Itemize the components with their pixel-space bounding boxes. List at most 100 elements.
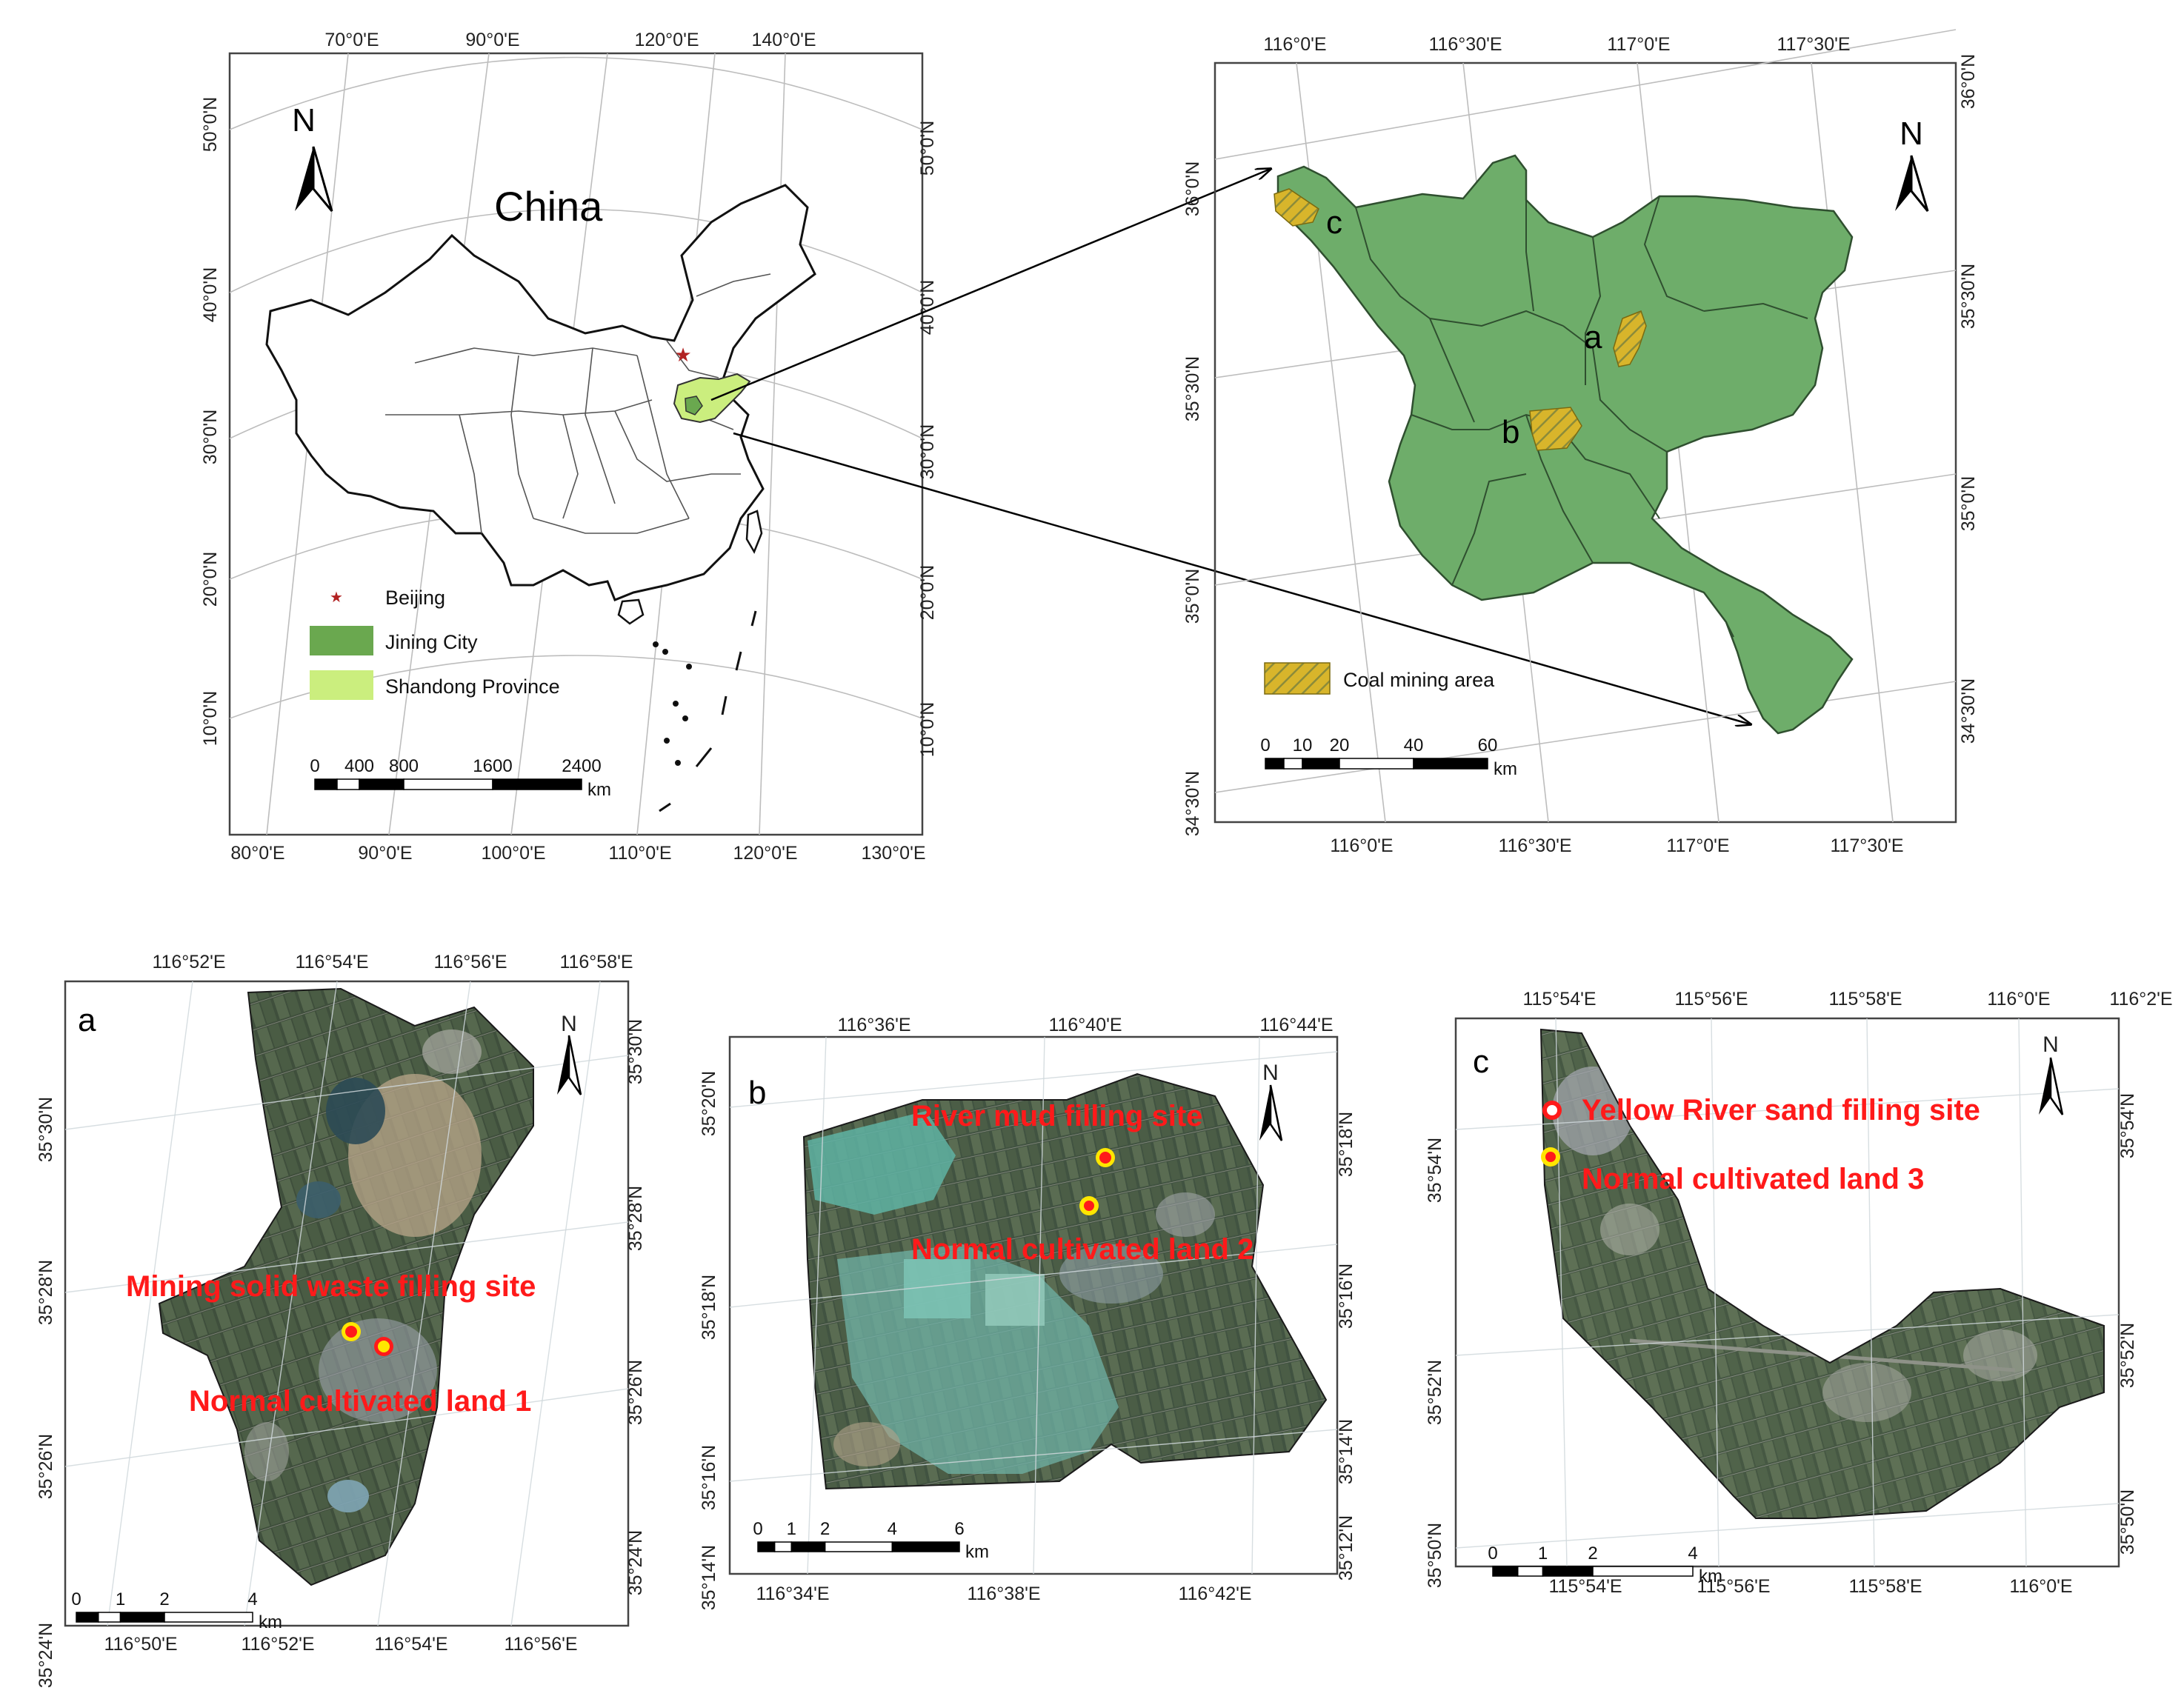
tick-label-left: 35°26'N [36, 1434, 56, 1499]
tick-label-right: 35°12'N [1336, 1515, 1356, 1581]
panel-c-boundary [1539, 1028, 2105, 1519]
panel-b: b N River mud filling site Normal cultiv… [699, 1015, 1356, 1610]
panel-c: c N Yellow River sand filling site Norma… [1425, 989, 2173, 1597]
panel-c-graticule [1455, 1018, 2120, 1567]
site-marker-mining-waste [342, 1322, 361, 1341]
scale-segment [757, 1541, 776, 1552]
tick-label-bottom: 100°0'E [481, 843, 545, 864]
tick-label-left: 35°18'N [699, 1275, 719, 1340]
panel-b-north-arrow: N [1259, 1061, 1283, 1141]
panel-b-boundary [802, 1072, 1328, 1490]
scale-segment [1283, 758, 1303, 770]
scale-label: 1 [787, 1519, 796, 1539]
scale-segment [773, 1541, 793, 1552]
panel-b-scale-bar: 0 1 2 4 6km [753, 1519, 989, 1562]
panel-c-scale-bar: 0 1 2 4km [1488, 1544, 1722, 1586]
panel-b-graticule [729, 1036, 1338, 1575]
tick-label-bottom: 116°0'E [1330, 835, 1393, 856]
tick-label-bottom: 116°50'E [104, 1634, 177, 1655]
panel-c-frame [1454, 1017, 2120, 1568]
scale-segment [1265, 758, 1285, 770]
tick-label-right: 35°0'N [1958, 476, 1979, 532]
tick-label-top: 116°58'E [559, 952, 633, 972]
tick-label-top: 116°52'E [152, 952, 225, 972]
panel-a-tick-labels: 116°52'E 116°54'E 116°56'E 116°58'E 116°50'E… [36, 952, 646, 1688]
coal-area-c [1274, 188, 1319, 227]
scale-label: 6 [954, 1519, 964, 1539]
tick-label-top: 116°36'E [837, 1015, 910, 1035]
tick-label-right: 34°30'N [1958, 678, 1979, 744]
scale-segment [76, 1612, 99, 1623]
tick-label-right: 35°50'N [2117, 1489, 2138, 1555]
tick-label-left: 20°0'N [200, 552, 221, 607]
scale-segment [790, 1541, 826, 1552]
legend-beijing-symbol: ★ [330, 590, 343, 606]
jining-scale-bar: 0 10 20 40 60 km [1260, 735, 1517, 779]
jining-legend: Coal mining area [1264, 662, 1495, 695]
site-marker-normal-land-1 [374, 1337, 393, 1356]
tick-label-bottom: 116°30'E [1498, 835, 1571, 856]
tick-label-right: 35°30'N [1958, 264, 1979, 329]
scale-segment [98, 1612, 121, 1623]
scale-segment [336, 778, 360, 790]
scale-label: 0 [310, 756, 319, 776]
tick-label-bottom: 116°0'E [2009, 1576, 2072, 1597]
scale-segment [1413, 758, 1488, 770]
tick-label-left: 34°30'N [1182, 771, 1203, 836]
tick-label-left: 35°50'N [1425, 1523, 1445, 1588]
tick-label-left: 35°0'N [1182, 569, 1203, 624]
scale-segment [492, 778, 582, 790]
panel-a-graticule [64, 981, 629, 1626]
site-label-mining-waste: Mining solid waste filling site [126, 1270, 536, 1303]
scale-label: 10 [1293, 735, 1313, 755]
site-label-yellow-river-sand: Yellow River sand filling site [1582, 1094, 1980, 1127]
tick-label-right: 35°16'N [1336, 1264, 1356, 1329]
tick-label-top: 90°0'E [465, 30, 519, 50]
coal-area-a [1613, 310, 1647, 367]
tick-label-top: 116°56'E [433, 952, 507, 972]
tick-label-top: 116°54'E [295, 952, 368, 972]
area-label-c: c [1326, 204, 1342, 241]
tick-label-top: 70°0'E [324, 30, 379, 50]
tick-label-bottom: 115°54'E [1548, 1576, 1622, 1597]
taiwan-island [745, 510, 763, 554]
tick-label-top: 115°58'E [1828, 989, 1902, 1009]
tick-label-left: 30°0'N [200, 410, 221, 465]
tick-label-right: 50°0'N [917, 121, 938, 176]
china-map-frame [228, 52, 924, 836]
tick-label-bottom: 116°38'E [967, 1583, 1040, 1604]
scale-label: 2 [1588, 1544, 1597, 1563]
scale-label: 20 [1330, 735, 1350, 755]
tick-label-left: 36°0'N [1182, 161, 1203, 217]
tick-label-bottom: 116°42'E [1178, 1583, 1251, 1604]
scale-unit: km [1494, 759, 1517, 779]
tick-label-top: 117°0'E [1607, 34, 1670, 55]
south-china-sea-islands [653, 610, 757, 812]
scale-label: 2 [820, 1519, 830, 1539]
scale-label: 2400 [562, 756, 601, 776]
scale-label: 0 [1260, 735, 1270, 755]
tick-label-left: 35°52'N [1425, 1360, 1445, 1425]
tick-label-left: 35°20'N [699, 1071, 719, 1136]
site-marker-normal-land-3 [1541, 1147, 1560, 1167]
panel-a-scale-bar: 0 1 2 4km [71, 1589, 282, 1632]
scale-label: 2 [159, 1589, 169, 1609]
panel-a-label: a [78, 1002, 96, 1038]
china-north-arrow: N [292, 102, 333, 212]
site-label-normal-land-1: Normal cultivated land 1 [189, 1385, 531, 1418]
tick-label-bottom: 80°0'E [230, 843, 284, 864]
tick-label-top: 115°56'E [1674, 989, 1748, 1009]
tick-label-bottom: 117°30'E [1830, 835, 1903, 856]
panel-a-boundary [158, 987, 534, 1586]
scale-label: 60 [1478, 735, 1498, 755]
legend-shandong: Shandong Province [385, 675, 560, 698]
china-legend: ★ Beijing Jining City Shandong Province [310, 587, 560, 700]
tick-label-top: 117°30'E [1777, 34, 1850, 55]
scale-segment [1302, 758, 1340, 770]
site-marker-yellow-river-sand [1542, 1101, 1562, 1120]
tick-label-bottom: 115°58'E [1848, 1576, 1922, 1597]
hainan-island [617, 598, 645, 625]
tick-label-bottom: 115°56'E [1697, 1576, 1770, 1597]
tick-label-left: 35°30'N [1182, 356, 1203, 421]
